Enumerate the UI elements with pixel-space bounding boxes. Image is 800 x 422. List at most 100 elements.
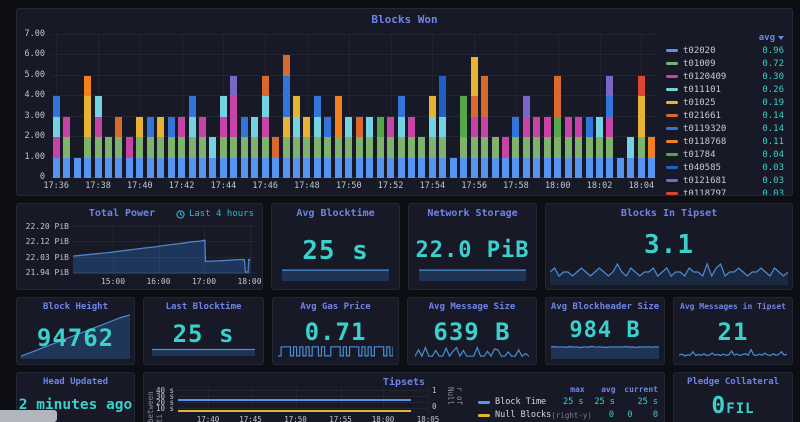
panel-title-avg-gas-price[interactable]: Avg Gas Price	[300, 302, 371, 312]
panel-title-total-power[interactable]: Total Power	[88, 208, 156, 219]
bar-segment[interactable]	[261, 116, 269, 138]
bar-segment[interactable]	[178, 157, 186, 178]
bar-segment[interactable]	[418, 157, 426, 178]
bar-segment[interactable]	[575, 157, 583, 178]
bar-segment[interactable]	[428, 157, 436, 178]
bar-segment[interactable]	[324, 116, 332, 138]
bar-segment[interactable]	[230, 137, 238, 158]
bar-segment[interactable]	[230, 96, 238, 138]
bar-segment[interactable]	[52, 157, 60, 178]
bar-segment[interactable]	[63, 137, 71, 158]
bar-segment[interactable]	[324, 137, 332, 158]
legend-series-name[interactable]: t0121681	[683, 175, 727, 186]
bar-segment[interactable]	[470, 157, 478, 178]
bar-segment[interactable]	[146, 137, 154, 158]
bar-segment[interactable]	[460, 96, 468, 138]
panel-title-avg-blockheader-size[interactable]: Avg Blockheader Size	[550, 302, 660, 312]
bar-segment[interactable]	[387, 137, 395, 158]
bar-segment[interactable]	[251, 157, 259, 178]
bar-segment[interactable]	[407, 137, 415, 158]
bar-segment[interactable]	[376, 137, 384, 158]
bar-segment[interactable]	[606, 96, 614, 117]
bar-segment[interactable]	[345, 116, 353, 138]
tipsets-legend-row[interactable]: Block Time 25 s 25 s 25 s	[478, 397, 658, 407]
legend-item[interactable]: t01025 0.19	[666, 96, 784, 109]
bar-segment[interactable]	[282, 116, 290, 138]
legend-series-name[interactable]: t040585	[683, 162, 721, 173]
bar-segment[interactable]	[512, 137, 520, 158]
bar-segment[interactable]	[522, 137, 530, 158]
bar-segment[interactable]	[470, 137, 478, 158]
bar-segment[interactable]	[596, 157, 604, 178]
bar-segment[interactable]	[125, 137, 133, 158]
bar-segment[interactable]	[397, 96, 405, 117]
bar-segment[interactable]	[575, 137, 583, 158]
bar-segment[interactable]	[178, 116, 186, 138]
legend-item[interactable]: t0118768 0.11	[666, 135, 784, 148]
bar-segment[interactable]	[407, 157, 415, 178]
bar-segment[interactable]	[188, 116, 196, 138]
bar-segment[interactable]	[272, 157, 280, 178]
legend-series-name[interactable]: t0118797	[683, 188, 727, 196]
bar-segment[interactable]	[199, 116, 206, 138]
bar-segment[interactable]	[293, 157, 301, 178]
bar-segment[interactable]	[52, 96, 60, 117]
bar-segment[interactable]	[125, 157, 133, 178]
bar-segment[interactable]	[52, 116, 60, 138]
legend-series-name[interactable]: Block Time	[495, 397, 547, 407]
bar-segment[interactable]	[219, 157, 227, 178]
bar-segment[interactable]	[637, 96, 645, 138]
bar-segment[interactable]	[345, 157, 353, 178]
bar-segment[interactable]	[313, 96, 321, 117]
bar-segment[interactable]	[585, 137, 593, 158]
bar-segment[interactable]	[334, 96, 342, 138]
bar-segment[interactable]	[261, 75, 269, 97]
bar-segment[interactable]	[428, 116, 436, 138]
bar-segment[interactable]	[94, 116, 102, 138]
legend-series-name[interactable]: t02020	[683, 45, 716, 56]
bar-segment[interactable]	[397, 116, 405, 138]
bar-segment[interactable]	[491, 137, 499, 158]
bar-segment[interactable]	[512, 157, 520, 178]
bar-segment[interactable]	[84, 96, 92, 138]
bar-segment[interactable]	[648, 137, 656, 158]
legend-series-name[interactable]: Null Blocks	[495, 410, 552, 420]
bar-segment[interactable]	[502, 137, 509, 158]
bar-segment[interactable]	[261, 96, 269, 117]
bar-segment[interactable]	[449, 157, 457, 178]
bar-segment[interactable]	[188, 96, 196, 117]
bar-segment[interactable]	[334, 157, 342, 178]
legend-item[interactable]: t0118797 0.03	[666, 187, 784, 196]
legend-item[interactable]: t040585 0.03	[666, 161, 784, 174]
bar-segment[interactable]	[439, 137, 447, 158]
bar-segment[interactable]	[146, 116, 154, 138]
panel-title-avg-message-size[interactable]: Avg Message Size	[428, 302, 516, 312]
legend-item[interactable]: t0120409 0.30	[666, 70, 784, 83]
bar-segment[interactable]	[282, 75, 290, 117]
bar-segment[interactable]	[219, 116, 227, 138]
bar-segment[interactable]	[543, 137, 551, 158]
bar-segment[interactable]	[616, 157, 624, 178]
legend-item[interactable]: t011101 0.26	[666, 83, 784, 96]
bar-segment[interactable]	[481, 137, 489, 158]
legend-item[interactable]: t021661 0.14	[666, 109, 784, 122]
bar-segment[interactable]	[146, 157, 154, 178]
bar-segment[interactable]	[596, 116, 604, 138]
bar-segment[interactable]	[188, 157, 196, 178]
bar-segment[interactable]	[230, 75, 238, 97]
bar-segment[interactable]	[366, 116, 374, 138]
bar-segment[interactable]	[104, 137, 112, 158]
bar-segment[interactable]	[188, 137, 196, 158]
bar-segment[interactable]	[313, 137, 321, 158]
bar-segment[interactable]	[606, 116, 614, 138]
bar-segment[interactable]	[240, 116, 248, 138]
panel-title-avg-messages-in-tipset[interactable]: Avg Messages in Tipset	[680, 302, 786, 311]
bar-segment[interactable]	[136, 116, 144, 138]
bar-segment[interactable]	[470, 116, 478, 138]
time-range-control[interactable]: Last 4 hours	[176, 209, 254, 219]
bar-segment[interactable]	[240, 157, 248, 178]
bar-segment[interactable]	[522, 157, 530, 178]
bar-segment[interactable]	[303, 137, 311, 158]
bar-segment[interactable]	[293, 96, 301, 117]
bar-segment[interactable]	[637, 75, 645, 97]
